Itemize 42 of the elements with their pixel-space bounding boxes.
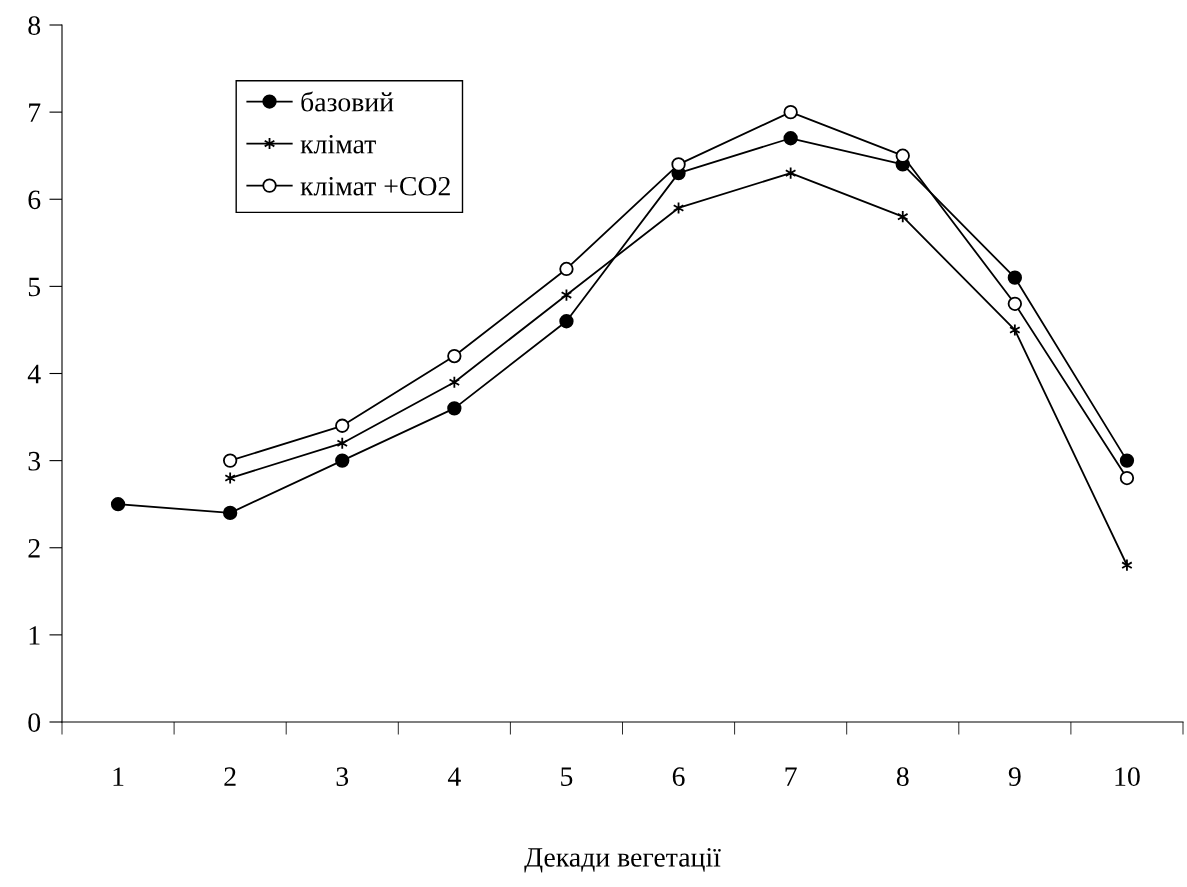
point xyxy=(897,210,909,224)
y-tick-label: 1 xyxy=(29,626,40,645)
x-tick-label: 7 xyxy=(785,767,797,786)
y-tick-label: 7 xyxy=(29,103,41,122)
point xyxy=(1007,296,1023,311)
point xyxy=(1119,453,1135,468)
x-tick-label: 3 xyxy=(336,767,349,786)
x-tick-label: 9 xyxy=(1008,767,1021,786)
y-tick-label: 4 xyxy=(27,364,41,384)
x-tick-label: 6 xyxy=(672,767,685,786)
point xyxy=(335,453,350,468)
point xyxy=(222,453,238,468)
point xyxy=(447,348,462,364)
point xyxy=(559,261,574,277)
point xyxy=(783,131,798,146)
x-tick-label: 10 xyxy=(1115,767,1140,786)
point xyxy=(110,497,126,512)
y-tick-label: 2 xyxy=(28,538,40,558)
point xyxy=(335,418,350,433)
x-axis-title: Декади вегетації xyxy=(524,848,721,873)
y-tick-label: 8 xyxy=(28,16,41,35)
point xyxy=(783,104,798,120)
x-tick-label: 5 xyxy=(561,767,573,786)
legend-label: клімат +CO2 xyxy=(300,176,450,196)
x-tick-label: 2 xyxy=(224,767,236,786)
point xyxy=(559,314,574,329)
y-tick-label: 0 xyxy=(28,713,41,732)
point xyxy=(224,471,236,485)
x-tick-label: 8 xyxy=(896,767,909,786)
y-tick-label: 3 xyxy=(28,451,41,471)
y-tick-label: 5 xyxy=(28,277,41,297)
point xyxy=(447,401,462,416)
legend-label: клімат xyxy=(300,134,376,154)
x-tick-label: 4 xyxy=(447,767,461,786)
x-tick-label: 1 xyxy=(113,767,124,786)
point xyxy=(1007,270,1023,285)
y-tick-label: 6 xyxy=(28,190,41,210)
point xyxy=(671,157,686,172)
point xyxy=(1119,470,1135,486)
point xyxy=(222,505,238,521)
legend-label: базовий xyxy=(301,91,394,112)
point xyxy=(895,148,910,163)
